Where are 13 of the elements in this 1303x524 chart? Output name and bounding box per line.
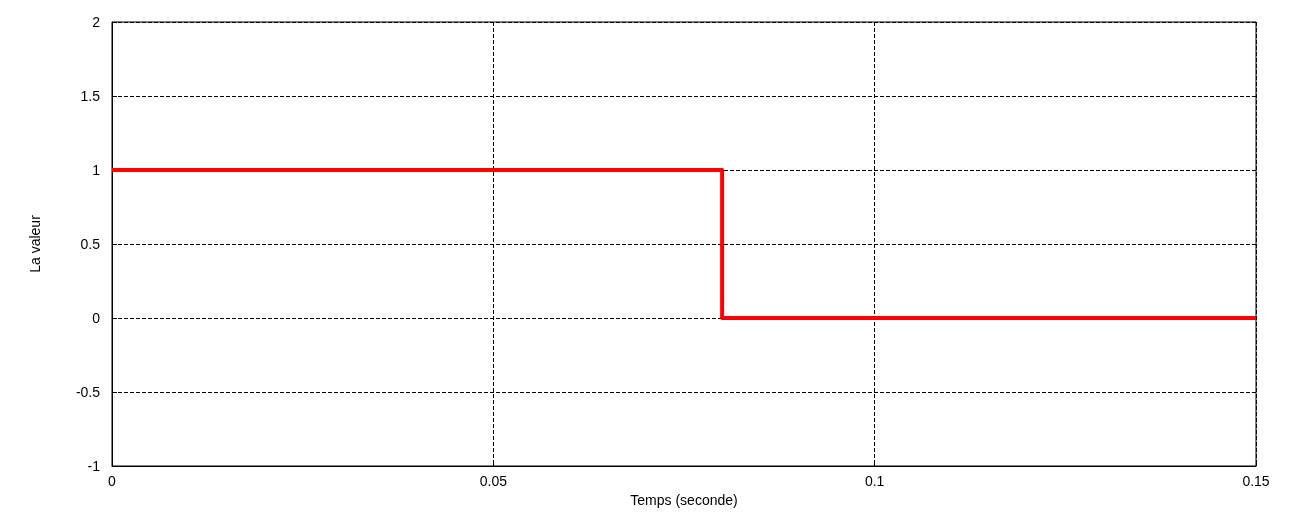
y-tick-label: 2: [92, 14, 101, 30]
y-tick-label: -0.5: [75, 384, 101, 400]
x-tick-label: 0.1: [864, 473, 885, 489]
y-tick-label: 1: [92, 162, 101, 178]
x-tick-label: 0.05: [479, 473, 508, 489]
x-tick-label: 0.15: [1242, 473, 1270, 489]
x-tick-label: 0: [108, 473, 117, 489]
y-tick-label: 0: [92, 310, 101, 326]
y-tick-label: 0.5: [80, 236, 101, 252]
x-axis-title: Temps (seconde): [630, 491, 738, 508]
y-tick-label: -1: [87, 458, 101, 474]
y-axis-title: La valeur: [27, 214, 43, 273]
y-tick-label: 1.5: [80, 88, 101, 104]
